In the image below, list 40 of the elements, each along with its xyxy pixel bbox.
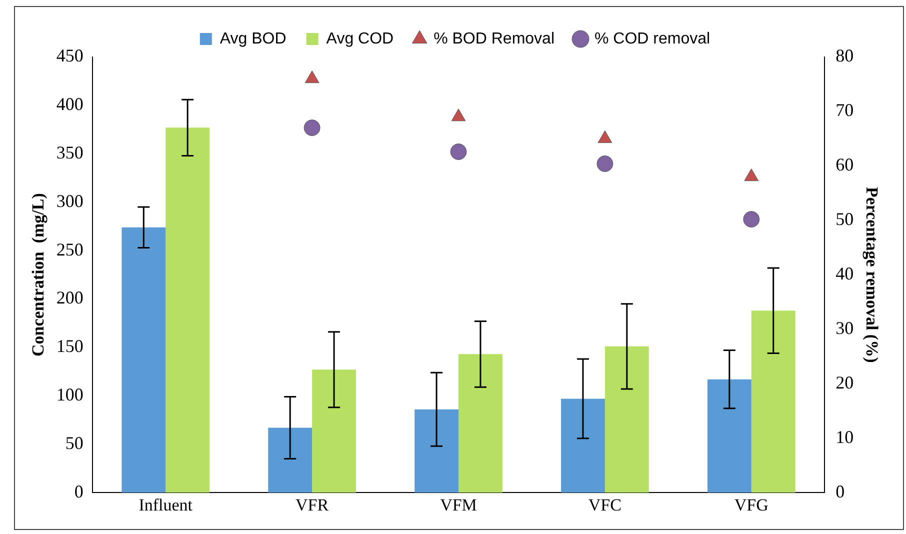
bar — [561, 398, 605, 493]
x-tick-label: Influent — [138, 495, 193, 514]
bar — [166, 128, 210, 493]
y2-tick-label: 50 — [836, 209, 854, 230]
y-tick-label: 150 — [56, 336, 84, 356]
bar — [707, 379, 752, 493]
y2-tick-label: 20 — [836, 372, 854, 392]
y-tick-label: 250 — [56, 239, 84, 260]
x-tick-label: VFG — [734, 495, 768, 514]
legend-label: % COD removal — [594, 30, 710, 48]
y2-tick-label: 10 — [836, 426, 854, 447]
bar — [458, 354, 502, 493]
y2-axis-title: Percentage removal (%) — [862, 186, 882, 363]
x-tick-label: VFR — [296, 495, 330, 514]
y2-tick-label: 80 — [836, 46, 854, 66]
y-tick-label: 50 — [65, 432, 84, 453]
y-tick-label: 100 — [56, 384, 84, 405]
x-tick-label: VFC — [588, 495, 622, 514]
y-tick-label: 0 — [74, 481, 84, 502]
y-tick-label: 350 — [56, 142, 84, 163]
legend-label: Avg BOD — [220, 30, 286, 48]
y-tick-label: 200 — [56, 288, 84, 308]
y-axis-title: Concentration (mg/L) — [28, 193, 48, 356]
bar — [312, 370, 356, 493]
legend-label: % BOD Removal — [434, 30, 555, 48]
y2-tick-label: 70 — [836, 100, 854, 120]
y2-tick-label: 40 — [836, 264, 854, 284]
legend-label: Avg COD — [326, 30, 394, 48]
bar — [604, 346, 649, 493]
y2-tick-label: 60 — [836, 154, 854, 175]
bar — [414, 409, 458, 493]
y2-tick-label: 0 — [836, 481, 845, 502]
y-tick-label: 450 — [56, 46, 84, 66]
y-tick-label: 300 — [56, 190, 84, 211]
x-tick-label: VFM — [440, 495, 477, 514]
bar — [122, 227, 166, 493]
y2-tick-label: 30 — [836, 318, 854, 338]
bar — [268, 428, 312, 493]
bar — [751, 310, 796, 493]
y-tick-label: 400 — [56, 94, 84, 114]
